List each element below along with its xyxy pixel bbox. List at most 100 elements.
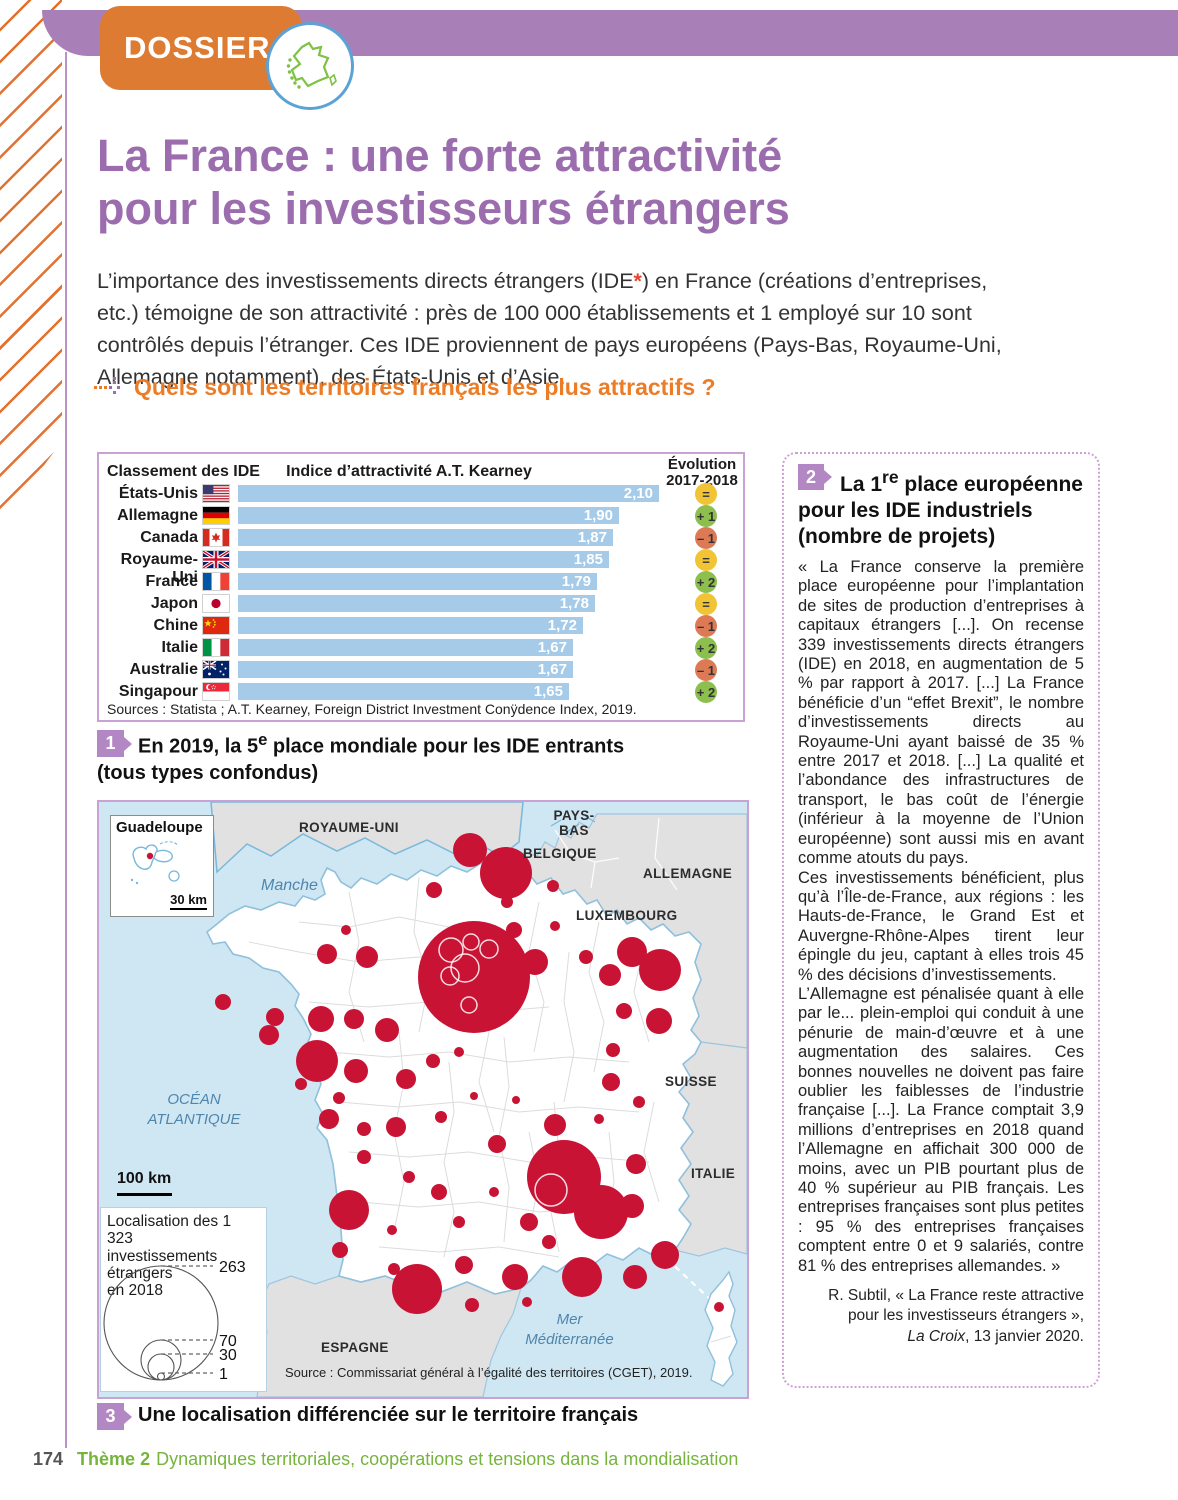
doc1-number-badge: 1 <box>97 730 132 757</box>
label-allemagne: ALLEMAGNE <box>643 866 733 881</box>
doc3-caption-text: Une localisation différenciée sur le ter… <box>138 1404 639 1426</box>
attractiveness-bar: 2,10 <box>238 485 659 502</box>
chart-row: Allemagne 1,90 + 1 <box>99 505 743 527</box>
evolution-badge: = <box>695 593 717 615</box>
au-flag-icon <box>202 660 230 679</box>
intro-paragraph: L’importance des investissements directs… <box>97 265 1005 394</box>
doc2-title: 2 La 1re place européenne pour les IDE i… <box>798 464 1084 550</box>
evolution-badge: – 1 <box>695 659 717 681</box>
doc2-paragraph: « La France conserve la première place e… <box>798 558 1084 868</box>
doc2-number-badge: 2 <box>798 464 832 490</box>
legend-value-30: 30 <box>219 1347 237 1364</box>
cn-flag-icon <box>202 616 230 635</box>
investment-inner-rings <box>438 933 568 1207</box>
attractiveness-bar: 1,79 <box>238 573 597 590</box>
doc3-caption: 3 Une localisation différenciée sur le t… <box>97 1402 737 1430</box>
evolution-header-l2: 2017-2018 <box>666 471 738 489</box>
attractiveness-bar: 1,72 <box>238 617 583 634</box>
country-label: Japon <box>150 595 198 612</box>
chart-col2-header: Indice d’attractivité A.T. Kearney <box>286 463 532 480</box>
gb-flag-icon <box>202 549 230 570</box>
guiding-question: Quels sont les territoires français les … <box>94 374 716 401</box>
doc2-source-title: La Croix <box>907 1327 966 1345</box>
doc3-number-badge: 3 <box>97 1403 132 1430</box>
evolution-badge: – 1 <box>695 615 717 637</box>
page-title-line1: La France : une forte attractivité <box>97 130 783 182</box>
country-label: Australie <box>129 661 198 678</box>
footnote-asterisk: * <box>633 268 642 293</box>
corsica-landmass <box>704 1270 738 1387</box>
label-luxembourg: LUXEMBOURG <box>576 908 678 923</box>
doc1-caption-line1: En 2019, la 5e place mondiale pour les I… <box>138 730 625 758</box>
legend-circles: 263 70 30 1 <box>103 1259 246 1383</box>
map-scale-bar <box>117 1193 172 1196</box>
inset-scale-bar: 30 km <box>170 892 207 910</box>
doc2-paragraphs: « La France conserve la première place e… <box>798 558 1084 1276</box>
it-flag-icon <box>202 638 230 657</box>
chart-row: Royaume-Uni 1,85 = <box>99 549 743 586</box>
label-manche: Manche <box>261 877 318 894</box>
country-label: États-Unis <box>118 485 198 502</box>
map-scale-label: 100 km <box>117 1170 172 1187</box>
legend-value-70: 70 <box>219 1333 237 1350</box>
evolution-header-l1: Évolution <box>667 456 737 473</box>
legend-value-263: 263 <box>219 1259 246 1276</box>
country-label: Royaume-Uni <box>120 551 198 586</box>
label-mer-mediterranee: Mer Méditerranée <box>525 1311 614 1348</box>
inset-title: Guadeloupe <box>116 819 203 836</box>
country-label: Canada <box>140 529 198 546</box>
doc2-paragraph: Ces investissements bénéficient, plus qu… <box>798 868 1084 984</box>
france-outline-icon <box>286 41 337 89</box>
label-suisse: SUISSE <box>665 1074 717 1089</box>
intro-text: L’importance des investissements directs… <box>97 268 634 293</box>
attractiveness-bar: 1,85 <box>238 551 609 568</box>
legend-value-1: 1 <box>219 1366 228 1383</box>
country-label: Allemagne <box>117 507 198 524</box>
evolution-badge: + 2 <box>695 681 717 703</box>
chart-row: Japon 1,78 = <box>99 593 743 615</box>
chart-row: Australie 1,67 – 1 <box>99 659 743 681</box>
intro-text-cont: ) en France (créations d’entreprises, et… <box>97 268 1002 390</box>
page-title: La France : une forte attractivité pour … <box>97 130 790 235</box>
attractiveness-bar: 1,78 <box>238 595 595 612</box>
guiding-question-text: Quels sont les territoires français les … <box>134 374 716 400</box>
map-source: Source : Commissariat général à l’égalit… <box>285 1365 693 1380</box>
label-belgique: BELGIQUE <box>523 846 597 861</box>
evolution-badge: + 2 <box>695 637 717 659</box>
chart-row: France 1,79 + 2 <box>99 571 743 593</box>
evolution-badge: = <box>695 549 717 571</box>
chart-row: Canada 1,87 – 1 <box>99 527 743 549</box>
ide-ranking-chart: Classement des IDE Indice d’attractivité… <box>97 452 745 722</box>
legend-title: Localisation des 1 323 investissements ét… <box>107 1213 232 1300</box>
country-label: Singapour <box>118 683 198 700</box>
label-italie: ITALIE <box>691 1166 736 1181</box>
page-footer: 174 Thème 2 Dynamiques territoriales, coop… <box>33 1449 738 1470</box>
doc1-caption-line2: (tous types confondus) <box>97 761 319 784</box>
country-label: France <box>145 573 198 590</box>
chart-row: Italie 1,67 + 2 <box>99 637 743 659</box>
france-map-icon <box>266 22 354 110</box>
margin-rule <box>65 52 67 1448</box>
label-ocean-atlantique: OCÉAN ATLANTIQUE <box>147 1091 241 1128</box>
doc2-attribution: R. Subtil, « La France reste attractive … <box>828 1287 1084 1345</box>
theme-text: Dynamiques territoriales, coopérations e… <box>156 1449 739 1469</box>
chart-row: États-Unis 2,10 = <box>99 483 743 505</box>
fr-flag-icon <box>202 572 230 591</box>
guadeloupe-inset: Guadeloupe 30 km <box>110 815 214 917</box>
map-legend: Localisation des 1 323 investissements ét… <box>100 1207 267 1392</box>
label-royaume-uni: ROYAUME-UNI <box>299 820 399 835</box>
chart-rows: États-Unis 2,10 = Allemagne 1,90 + 1 Canada 1,8… <box>99 483 743 703</box>
investment-circles <box>215 833 724 1314</box>
theme-label: Thème 2 <box>77 1449 151 1469</box>
evolution-badge: – 1 <box>695 527 717 549</box>
evolution-badge: + 1 <box>695 505 717 527</box>
doc1-caption: 1 En 2019, la 5e place mondiale pour les… <box>97 729 717 786</box>
uk-landmass <box>210 802 524 874</box>
evolution-badge: + 2 <box>695 571 717 593</box>
attractiveness-bar: 1,67 <box>238 639 573 656</box>
evolution-badge: = <box>695 483 717 505</box>
dotted-arrow-icon <box>94 376 120 394</box>
attractiveness-bar: 1,90 <box>238 507 619 524</box>
country-label: Italie <box>161 639 198 656</box>
